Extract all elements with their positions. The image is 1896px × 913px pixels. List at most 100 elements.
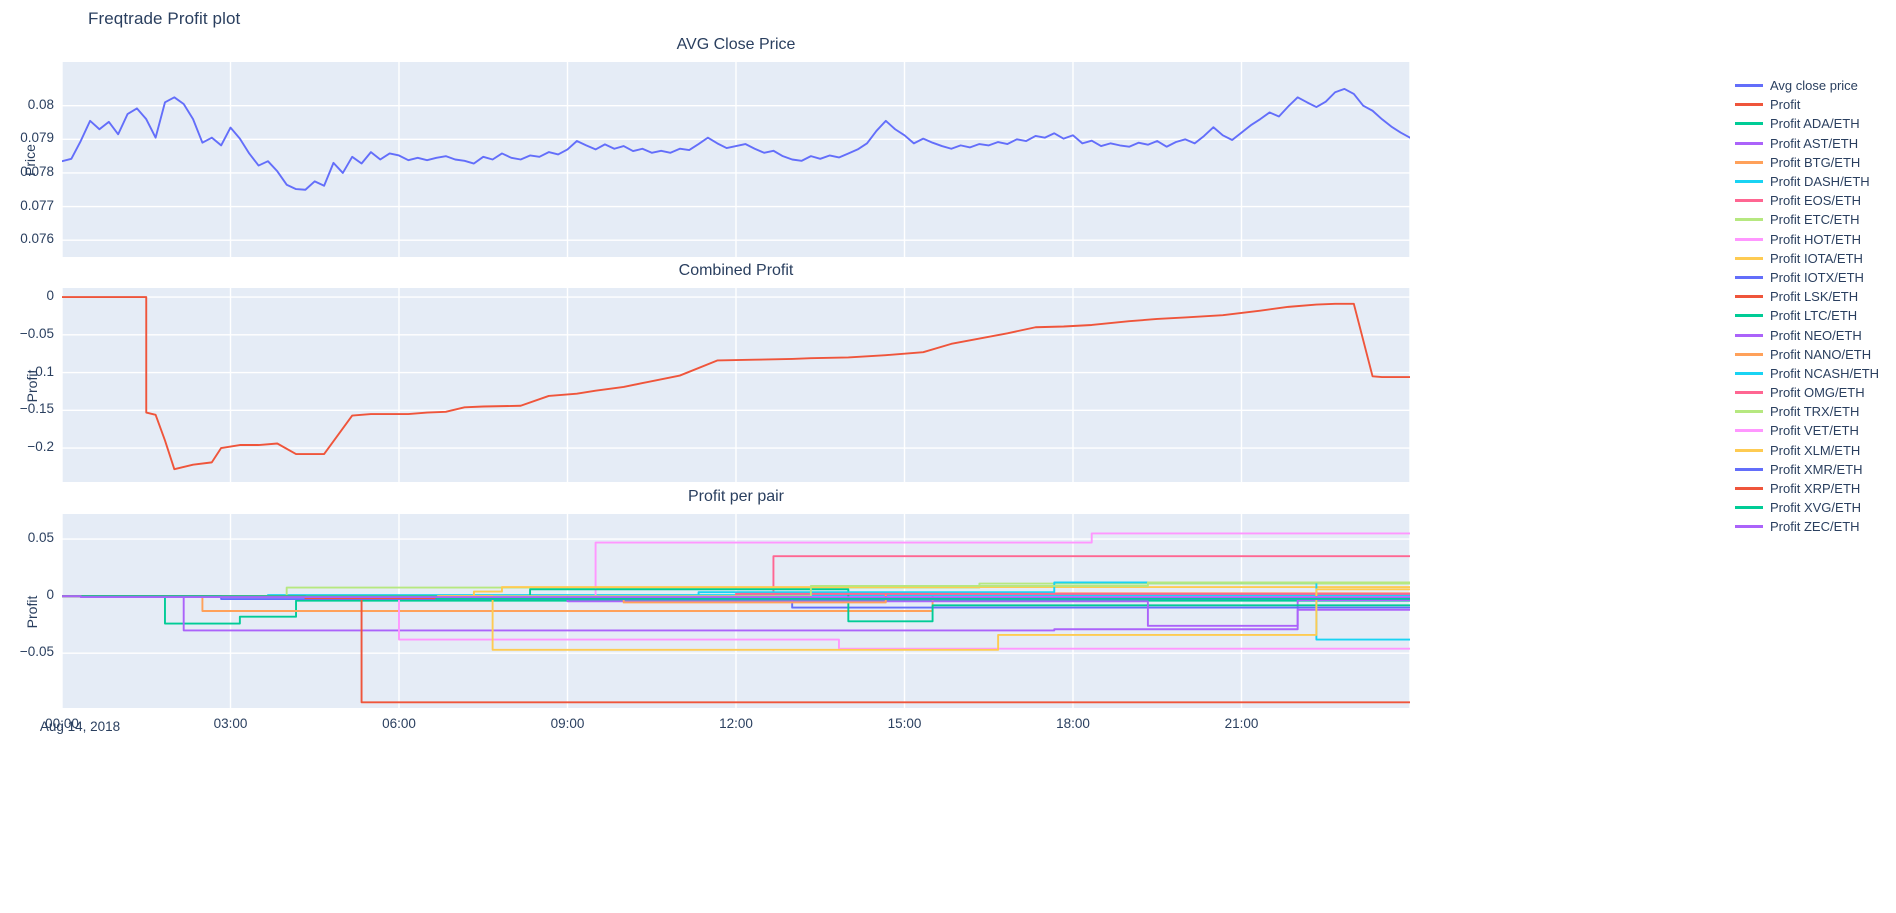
legend-item[interactable]: Profit NCASH/ETH <box>1735 364 1895 383</box>
legend-item-label: Profit NANO/ETH <box>1770 346 1872 362</box>
legend-color-swatch <box>1735 333 1763 337</box>
legend-item[interactable]: Profit NEO/ETH <box>1735 325 1895 344</box>
legend-item[interactable]: Profit XRP/ETH <box>1735 479 1895 498</box>
legend-item[interactable]: Profit ZEC/ETH <box>1735 517 1895 536</box>
legend-color-swatch <box>1735 180 1763 184</box>
legend-item[interactable]: Profit HOT/ETH <box>1735 230 1895 249</box>
subplot-title-avg-close-price: AVG Close Price <box>676 36 796 53</box>
legend-item[interactable]: Profit ETC/ETH <box>1735 210 1895 229</box>
legend-item[interactable]: Profit XMR/ETH <box>1735 460 1895 479</box>
legend-item-label: Profit VET/ETH <box>1770 423 1859 439</box>
legend-item[interactable]: Profit OMG/ETH <box>1735 383 1895 402</box>
legend-color-swatch <box>1735 410 1763 414</box>
legend-item-label: Profit ZEC/ETH <box>1770 519 1860 535</box>
y-axis-tick-label: −0.1 <box>27 363 54 379</box>
legend-item[interactable]: Profit BTG/ETH <box>1735 153 1895 172</box>
legend-item-label: Profit OMG/ETH <box>1770 385 1865 401</box>
y-axis-tick-label: 0.08 <box>27 96 54 112</box>
y-axis-tick-label: −0.2 <box>27 439 54 455</box>
legend-item[interactable]: Profit TRX/ETH <box>1735 402 1895 421</box>
legend-item-label: Profit XVG/ETH <box>1770 500 1862 516</box>
legend-item-label: Profit LSK/ETH <box>1770 289 1859 305</box>
series-line <box>62 296 1410 471</box>
legend-color-swatch <box>1735 103 1763 107</box>
legend-color-swatch <box>1735 141 1763 145</box>
legend-item-label: Profit XMR/ETH <box>1770 461 1863 477</box>
legend-item[interactable]: Profit LSK/ETH <box>1735 287 1895 306</box>
legend-item-label: Profit NEO/ETH <box>1770 327 1862 343</box>
legend-item-label: Profit LTC/ETH <box>1770 308 1858 324</box>
legend-item-label: Avg close price <box>1770 78 1858 94</box>
legend-item[interactable]: Profit <box>1735 95 1895 114</box>
legend-item-label: Profit DASH/ETH <box>1770 174 1870 190</box>
subplot-avg-close-price: AVG Close Price <box>62 36 1410 257</box>
legend-item-label: Profit TRX/ETH <box>1770 404 1860 420</box>
legend-item-label: Profit NCASH/ETH <box>1770 365 1880 381</box>
legend-color-swatch <box>1735 314 1763 318</box>
legend-item[interactable]: Avg close price <box>1735 76 1895 95</box>
legend-item[interactable]: Profit LTC/ETH <box>1735 306 1895 325</box>
legend-color-swatch <box>1735 122 1763 126</box>
y-axis-tick-label: 0.079 <box>20 130 54 146</box>
legend-color-swatch <box>1735 160 1763 164</box>
subplot-title-profit-per-pair: Profit per pair <box>687 488 785 505</box>
x-axis-tick-label: 18:00 <box>1056 716 1090 731</box>
legend-item[interactable]: Profit AST/ETH <box>1735 134 1895 153</box>
legend-item[interactable]: Profit VET/ETH <box>1735 421 1895 440</box>
y-axis-tick-label: 0 <box>46 587 54 603</box>
legend-color-swatch <box>1735 237 1763 241</box>
legend-item-label: Profit HOT/ETH <box>1770 231 1862 247</box>
legend-item[interactable]: Profit EOS/ETH <box>1735 191 1895 210</box>
y-axis-tick-label: 0.076 <box>20 231 54 247</box>
series-line <box>62 87 1410 191</box>
series-line <box>62 595 1410 625</box>
legend-item[interactable]: Profit IOTX/ETH <box>1735 268 1895 287</box>
legend-item[interactable]: Profit DASH/ETH <box>1735 172 1895 191</box>
legend-item[interactable]: Profit IOTA/ETH <box>1735 249 1895 268</box>
legend-item-label: Profit <box>1770 97 1801 113</box>
subplot-profit-per-pair: Profit per pair <box>62 488 1410 708</box>
legend-color-swatch <box>1735 275 1763 279</box>
legend-item-label: Profit BTG/ETH <box>1770 154 1861 170</box>
x-axis-tick-label: 03:00 <box>213 716 248 731</box>
legend-color-swatch <box>1735 487 1763 491</box>
y-axis-tick-label: 0.078 <box>20 163 54 179</box>
legend-item[interactable]: Profit XVG/ETH <box>1735 498 1895 517</box>
legend-color-swatch <box>1735 429 1763 433</box>
legend-item[interactable]: Profit NANO/ETH <box>1735 345 1895 364</box>
x-axis-tick-label: 15:00 <box>887 716 922 731</box>
legend-item-label: Profit EOS/ETH <box>1770 193 1862 209</box>
legend-item-label: Profit ADA/ETH <box>1770 116 1860 132</box>
series-line <box>62 595 1410 599</box>
legend-color-swatch <box>1735 218 1763 222</box>
plot-area-combined-profit <box>62 288 1410 482</box>
y-axis-label-profit-per-pair: Profit <box>24 595 40 629</box>
legend-item-label: Profit AST/ETH <box>1770 135 1859 151</box>
legend-color-swatch <box>1735 467 1763 471</box>
plot-area-avg-close-price <box>62 62 1410 257</box>
series-line <box>62 588 1410 623</box>
y-axis-tick-label: 0.077 <box>20 197 54 213</box>
x-axis-tick-label: 09:00 <box>550 716 585 731</box>
plot-area-profit-per-pair <box>62 514 1410 708</box>
legend-item-label: Profit IOTX/ETH <box>1770 269 1864 285</box>
legend-item-label: Profit ETC/ETH <box>1770 212 1860 228</box>
legend-item-label: Profit IOTA/ETH <box>1770 250 1863 266</box>
legend-color-swatch <box>1735 199 1763 203</box>
legend-item[interactable]: Profit ADA/ETH <box>1735 114 1895 133</box>
x-axis-tick-label: 12:00 <box>719 716 753 731</box>
legend-item[interactable]: Profit XLM/ETH <box>1735 441 1895 460</box>
x-axis-tick-label: 06:00 <box>382 716 416 731</box>
subplot-combined-profit: Combined Profit <box>62 262 1410 482</box>
legend[interactable]: Avg close price Profit Profit ADA/ETH Profi… <box>1735 76 1895 537</box>
legend-color-swatch <box>1735 448 1763 452</box>
subplot-title-combined-profit: Combined Profit <box>678 262 794 279</box>
legend-color-swatch <box>1735 352 1763 356</box>
legend-item-label: Profit XLM/ETH <box>1770 442 1861 458</box>
y-axis-tick-label: −0.05 <box>19 325 54 341</box>
y-axis-tick-label: 0.05 <box>27 530 54 546</box>
legend-color-swatch <box>1735 371 1763 375</box>
legend-color-swatch <box>1735 84 1763 88</box>
y-axis-tick-label: −0.05 <box>19 644 54 660</box>
